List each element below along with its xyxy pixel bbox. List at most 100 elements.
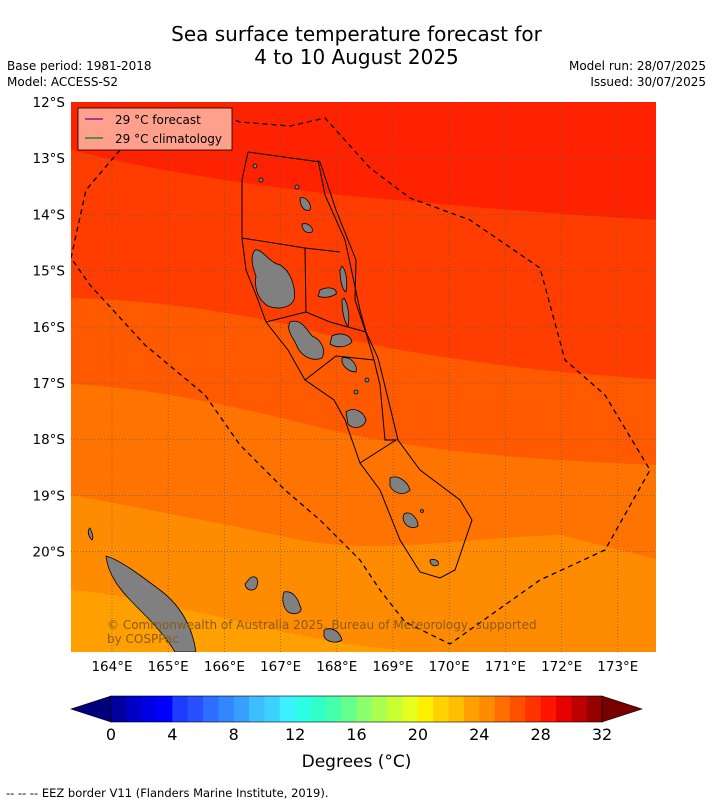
colorbar-segment [356, 696, 373, 722]
latitude-tick-label: 19°S [33, 488, 66, 504]
lifou-island [282, 591, 302, 614]
chart-title-line2: 4 to 10 August 2025 [254, 45, 459, 69]
longitude-tick-label: 164°E [91, 659, 132, 675]
colorbar-tick-label: 28 [530, 725, 550, 744]
legend-label-forecast: 29 °C forecast [115, 113, 201, 127]
colorbar-segment [325, 696, 342, 722]
colorbar-segment [218, 696, 235, 722]
colorbar-tick-label: 12 [285, 725, 305, 744]
colorbar-segment [433, 696, 449, 722]
pentecost-island [341, 297, 350, 327]
longitude-tick-label: 166°E [204, 659, 245, 675]
colorbar-segment [310, 696, 327, 722]
malampa-shefa-border [304, 355, 375, 381]
colorbar-segment [187, 696, 204, 722]
longitude-tick-label: 169°E [372, 659, 413, 675]
colorbar-segment [141, 696, 158, 722]
islet [364, 377, 370, 383]
legend-box [77, 107, 233, 151]
colorbar-segment [402, 696, 419, 722]
islet [252, 163, 258, 169]
colorbar-segment [479, 696, 495, 722]
colorbar-label: Degrees (°C) [301, 752, 412, 772]
latitude-tick-label: 20°S [33, 545, 66, 561]
colorbar-segment [417, 696, 434, 722]
colorbar-segment [448, 696, 465, 722]
colorbar-segment [157, 696, 173, 722]
colorbar-tick-label: 8 [229, 725, 239, 744]
longitude-tick-label: 167°E [260, 659, 301, 675]
colorbar-segment [279, 696, 296, 722]
land-masses [87, 163, 439, 652]
islet [353, 389, 359, 395]
colorbar-under-arrow [70, 695, 112, 723]
colorbar-tick-label: 0 [106, 725, 116, 744]
longitude-tick-labels: 164°E 165°E 166°E 167°E 168°E 169°E 170°E 171°E… [91, 659, 638, 675]
islet [87, 527, 94, 541]
colorbar-segment [540, 696, 557, 722]
footer-credit: -- -- -- EEZ border V11 (Flanders Marine… [6, 786, 329, 800]
colorbar-tick-label: 16 [346, 725, 366, 744]
ambrym-island [329, 333, 353, 348]
latitude-tick-label: 15°S [33, 264, 66, 280]
map-legend: 29 °C forecast 29 °C climatology [77, 107, 233, 151]
colorbar-segment [571, 696, 587, 722]
colorbar-segment [295, 696, 311, 722]
penama-malampa-border [305, 311, 367, 333]
islet [294, 184, 300, 190]
base-period-label: Base period: 1981-2018 [7, 59, 152, 73]
colorbar-segment [126, 696, 142, 722]
longitude-tick-label: 172°E [541, 659, 582, 675]
colorbar-over-arrow [601, 695, 643, 723]
colorbar-segment [249, 696, 265, 722]
vanua-lava-island [301, 223, 313, 233]
colorbar-segment [463, 696, 480, 722]
colorbar-tick-label: 24 [469, 725, 489, 744]
efate-island [345, 409, 367, 428]
longitude-tick-label: 168°E [316, 659, 357, 675]
malakula-island [288, 320, 324, 360]
colorbar-segment [494, 696, 511, 722]
colorbar-segment [555, 696, 572, 722]
province-borders [241, 151, 473, 579]
colorbar-tick-label: 32 [592, 725, 612, 744]
colorbar-segment [371, 696, 388, 722]
loyalty-island [244, 576, 258, 591]
eez-border [71, 109, 651, 645]
ambae-island [339, 265, 348, 293]
colorbar-segment [586, 696, 603, 722]
sst-field [71, 102, 656, 652]
longitude-tick-label: 165°E [148, 659, 189, 675]
copyright-line1: © Commonwealth of Australia 2025, Bureau… [107, 618, 537, 632]
espiritu-santo-island [251, 249, 295, 309]
chart-title-line1: Sea surface temperature forecast for [171, 22, 542, 46]
epi-island [341, 357, 357, 373]
colorbar-segment [341, 696, 357, 722]
colorbar-frame [110, 695, 603, 723]
model-run-label: Model run: 28/07/2025 [568, 59, 706, 73]
longitude-tick-label: 173°E [597, 659, 638, 675]
colorbar-segment [203, 696, 219, 722]
erromango-island [389, 476, 411, 494]
latitude-tick-label: 17°S [33, 376, 66, 392]
colorbar-segment [387, 696, 403, 722]
latitude-tick-label: 12°S [33, 95, 66, 111]
sst-band-25 [71, 495, 656, 652]
legend-label-climatology: 29 °C climatology [115, 132, 222, 146]
longitude-tick-label: 171°E [485, 659, 526, 675]
latitude-tick-label: 16°S [33, 320, 66, 336]
model-label: Model: ACCESS-S2 [7, 75, 119, 89]
latitude-tick-label: 14°S [33, 207, 66, 223]
maewo-island [317, 287, 337, 298]
colorbar-segment [264, 696, 281, 722]
new-caledonia-island [105, 555, 197, 652]
aneityum-island [429, 559, 439, 567]
tanna-island [402, 512, 419, 528]
longitude-tick-label: 170°E [429, 659, 470, 675]
mare-island [323, 628, 343, 643]
latitude-tick-labels: 12°S 13°S 14°S 15°S 16°S 17°S 18°S 19°S 20°S [33, 95, 66, 561]
colorbar [70, 695, 643, 723]
colorbar-tick-label: 20 [408, 725, 428, 744]
islet [258, 177, 264, 183]
